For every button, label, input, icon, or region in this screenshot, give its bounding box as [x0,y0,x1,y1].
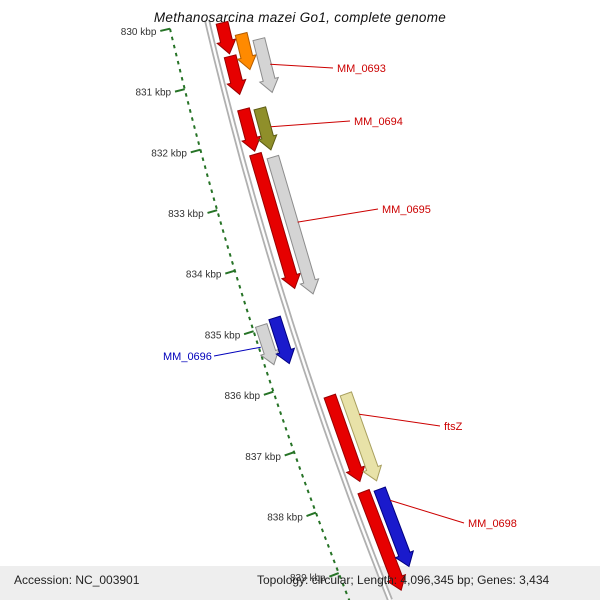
map-title: Methanosarcina mazei Go1, complete genom… [153,10,447,25]
ruler-label-838-kbp: 838 kbp [267,512,303,523]
genome-stats-text: Topology: circular; Length: 4,096,345 bp… [257,573,550,587]
ruler-tick [328,572,340,578]
ruler-tick [207,209,218,214]
gene-label-leader-MM_0695 [297,208,379,223]
accession-text: Accession: NC_003901 [14,573,140,587]
genome-backbone-inner [205,19,392,600]
gene-arrow-gene-1[interactable] [215,20,237,55]
gene-arrow-gene-7[interactable] [249,151,302,290]
ruler-tick [243,330,254,336]
gene-arrow-MM_0693[interactable] [252,37,280,94]
gene-label-MM_0695[interactable]: MM_0695 [382,204,431,216]
ruler-tick [224,269,236,275]
gene-label-MM_0694[interactable]: MM_0694 [354,116,403,128]
ruler-label-832-kbp: 832 kbp [151,148,187,159]
ruler-tick [263,390,274,396]
ruler-label-835-kbp: 835 kbp [205,330,241,341]
gene-arrow-MM_0695[interactable] [266,154,320,295]
gene-arrow-gene-5[interactable] [237,107,262,153]
gene-arrow-gene-9[interactable] [254,322,280,366]
gene-label-ftsZ[interactable]: ftsZ [444,421,463,433]
gene-label-MM_0693[interactable]: MM_0693 [337,63,386,75]
gene-label-MM_0696[interactable]: MM_0696 [163,351,212,363]
gene-label-leader-MM_0694 [270,120,351,128]
ruler-label-836-kbp: 836 kbp [225,391,261,402]
gene-arrow-gene-13[interactable] [357,488,407,591]
gene-arrow-gene-2[interactable] [223,54,247,96]
gene-label-leader-MM_0698 [390,499,465,524]
gene-arrow-gene-3[interactable] [234,31,257,71]
ruler-label-830-kbp: 830 kbp [121,27,157,38]
gene-label-leader-MM_0693 [270,63,334,69]
ruler-dashed-arc [169,28,351,600]
ruler-label-833-kbp: 833 kbp [168,209,204,220]
gene-label-leader-ftsZ [359,413,441,427]
status-bar-background [0,566,600,600]
ruler-tick [284,451,295,457]
ruler-label-831-kbp: 831 kbp [136,88,172,99]
gene-arrow-gene-11[interactable] [323,393,366,483]
gene-label-MM_0698[interactable]: MM_0698 [468,518,517,530]
ruler-label-837-kbp: 837 kbp [245,452,281,463]
ruler-tick [174,88,185,93]
ruler-tick [306,511,317,518]
ruler-tick [190,148,201,154]
ruler-label-834-kbp: 834 kbp [186,270,222,281]
gene-arrow-MM_0696[interactable] [268,315,296,365]
gene-label-leader-MM_0696 [213,346,261,357]
gene-arrow-MM_0694[interactable] [253,106,278,151]
gene-arrow-MM_0698[interactable] [373,486,415,568]
ruler-tick [160,27,171,32]
gene-arrow-ftsZ[interactable] [339,391,383,482]
ruler-label-839-kbp: 839 kbp [290,573,326,584]
